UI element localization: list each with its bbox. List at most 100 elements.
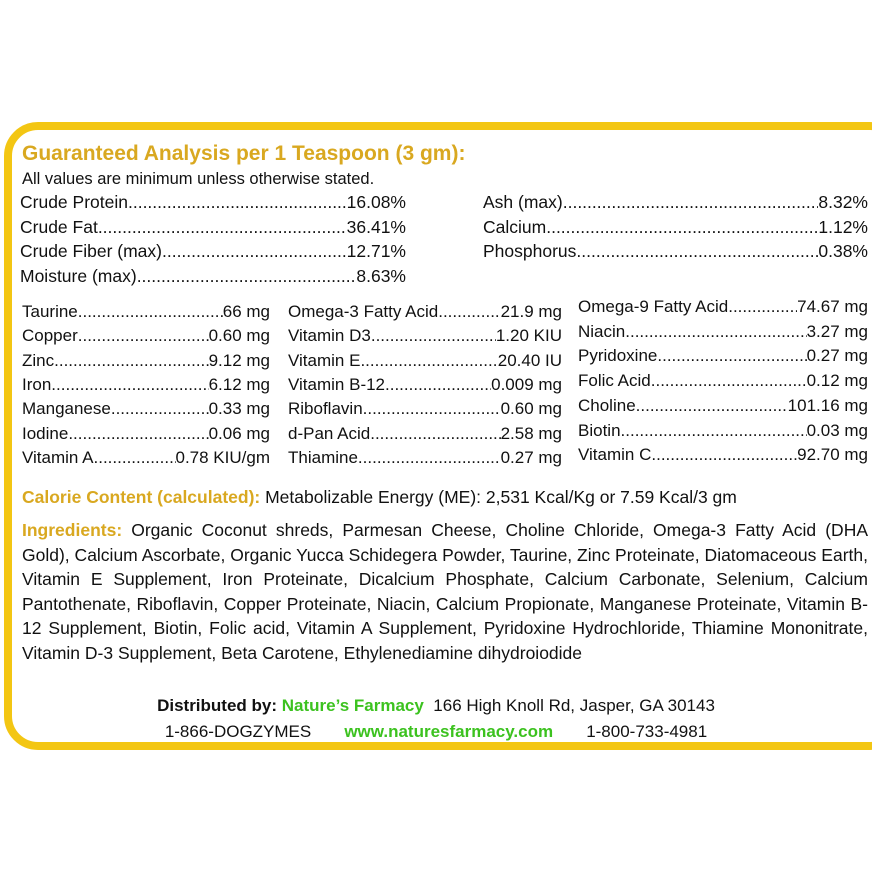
nutrient-row: Zinc 9.12 mg [22, 351, 270, 375]
nutrient-label: Vitamin B-12 [288, 374, 386, 394]
nutrient-label: Moisture (max) [20, 265, 137, 286]
nutrient-value: 0.60 mg [500, 399, 562, 419]
nutrient-row: Iodine 0.06 mg [22, 424, 270, 448]
dot-leader [625, 322, 806, 342]
dot-leader [68, 424, 208, 444]
dot-leader [621, 421, 807, 441]
nutrient-row: Ash (max) 8.32% [483, 192, 868, 216]
nutrient-label: Pyridoxine [578, 346, 658, 366]
nutrient-label: Crude Fat [20, 216, 98, 237]
distributor-name: Nature’s Farmacy [281, 696, 424, 715]
nutrient-label: Phosphorus [483, 241, 577, 262]
nutrient-row: Iron 6.12 mg [22, 375, 270, 399]
phone-1: 1-866-DOGZYMES [164, 722, 312, 741]
nutrient-label: Niacin [578, 321, 626, 341]
dot-leader [162, 241, 347, 262]
nutrient-value: 92.70 mg [797, 445, 868, 465]
dot-leader [78, 326, 209, 346]
nutrient-row: Pyridoxine 0.27 mg [578, 346, 868, 370]
nutrient-row: Crude Fat 36.41% [20, 217, 406, 241]
nutrient-row: Vitamin D3 1.20 KIU [288, 326, 562, 350]
dot-leader [98, 217, 347, 238]
nutrient-label: Iodine [22, 423, 69, 443]
nutrient-label: d-Pan Acid [288, 423, 371, 443]
calorie-label: Calorie Content (calculated): [22, 487, 261, 507]
nutrient-value: 0.60 mg [208, 326, 270, 346]
nutrient-label: Vitamin E [288, 350, 361, 370]
nutrient-label: Biotin [578, 420, 621, 440]
dot-leader [128, 192, 347, 213]
nutrient-label: Folic Acid [578, 371, 651, 391]
nutrient-value: 12.71% [346, 241, 406, 262]
dot-leader [728, 297, 797, 317]
nutrient-row: Vitamin B-12 0.009 mg [288, 375, 562, 399]
nutrient-row: Folic Acid 0.12 mg [578, 371, 868, 395]
nutrient-label: Vitamin A [22, 447, 94, 467]
phone-2: 1-800-733-4981 [586, 722, 708, 741]
nutrient-label: Ash (max) [483, 192, 563, 212]
distributor-label: Distributed by: [157, 696, 278, 715]
distributor-address: 166 High Knoll Rd, Jasper, GA 30143 [433, 696, 715, 715]
nutrient-value: 101.16 mg [787, 395, 868, 415]
dot-leader [78, 302, 223, 322]
nutrient-value: 9.12 mg [208, 350, 270, 370]
nutrient-value: 1.12% [818, 216, 868, 237]
nutrient-label: Copper [22, 326, 78, 346]
dot-leader [51, 375, 208, 395]
ingredients: Ingredients: Organic Coconut shreds, Par… [22, 518, 868, 666]
nutrient-row: Choline 101.16 mg [578, 396, 868, 420]
calorie-text: Metabolizable Energy (ME): 2,531 Kcal/Kg… [260, 487, 737, 507]
dot-leader [651, 371, 807, 391]
dot-leader [385, 375, 491, 395]
dot-leader [358, 448, 501, 468]
dot-leader [111, 399, 209, 419]
website-link[interactable]: www.naturesfarmacy.com [344, 722, 554, 741]
dot-leader [54, 351, 208, 371]
analysis-note: All values are minimum unless otherwise … [22, 170, 375, 188]
nutrient-row: Vitamin A 0.78 KIU/gm [22, 448, 270, 472]
nutrient-value: 0.78 KIU/gm [175, 447, 271, 467]
nutrient-value: 0.38% [818, 241, 868, 262]
nutrient-row: Calcium 1.12% [483, 217, 868, 241]
dot-leader [563, 192, 819, 213]
nutrient-label: Riboflavin [288, 399, 363, 419]
nutrient-row: d-Pan Acid 2.58 mg [288, 424, 562, 448]
nutrient-label: Zinc [22, 350, 55, 370]
nutrient-value: 0.27 mg [806, 346, 868, 366]
nutrient-label: Manganese [22, 399, 111, 419]
calorie-content: Calorie Content (calculated): Metaboliza… [22, 487, 737, 508]
nutrient-row: Niacin 3.27 mg [578, 322, 868, 346]
nutrient-label: Crude Protein [20, 192, 128, 212]
dot-leader [94, 448, 176, 468]
nutrient-row: Phosphorus 0.38% [483, 241, 868, 265]
nutrient-label: Iron [22, 374, 52, 394]
nutrient-value: 0.33 mg [208, 399, 270, 419]
nutrient-row: Vitamin C 92.70 mg [578, 445, 868, 469]
nutrient-label: Taurine [22, 302, 78, 321]
dot-leader [546, 217, 818, 238]
dot-leader [363, 399, 501, 419]
nutrient-row: Vitamin E 20.40 IU [288, 351, 562, 375]
nutrient-row: Thiamine 0.27 mg [288, 448, 562, 472]
nutrient-value: 0.12 mg [806, 371, 868, 391]
nutrient-value: 0.27 mg [500, 447, 562, 467]
nutrient-row: Omega-9 Fatty Acid 74.67 mg [578, 297, 868, 321]
label-border [4, 122, 872, 750]
analysis-title: Guaranteed Analysis per 1 Teaspoon (3 gm… [22, 142, 466, 165]
nutrient-label: Omega-9 Fatty Acid [578, 297, 729, 316]
nutrient-value: 0.03 mg [806, 420, 868, 440]
nutrient-label: Thiamine [288, 447, 358, 467]
nutrient-value: 8.32% [818, 192, 868, 212]
nutrient-label: Crude Fiber (max) [20, 241, 162, 262]
nutrient-row: Omega-3 Fatty Acid 21.9 mg [288, 302, 562, 326]
nutrient-value: 16.08% [346, 192, 406, 212]
nutrient-value: 36.41% [346, 216, 406, 237]
nutrient-value: 2.58 mg [500, 423, 562, 443]
dot-leader [370, 424, 500, 444]
distributor-line: Distributed by: Nature’s Farmacy 166 Hig… [0, 696, 872, 716]
nutrient-value: 0.06 mg [208, 423, 270, 443]
nutrient-row: Moisture (max) 8.63% [20, 266, 406, 290]
nutrient-value: 21.9 mg [500, 302, 562, 321]
nutrient-row: Riboflavin 0.60 mg [288, 399, 562, 423]
nutrient-label: Omega-3 Fatty Acid [288, 302, 439, 321]
